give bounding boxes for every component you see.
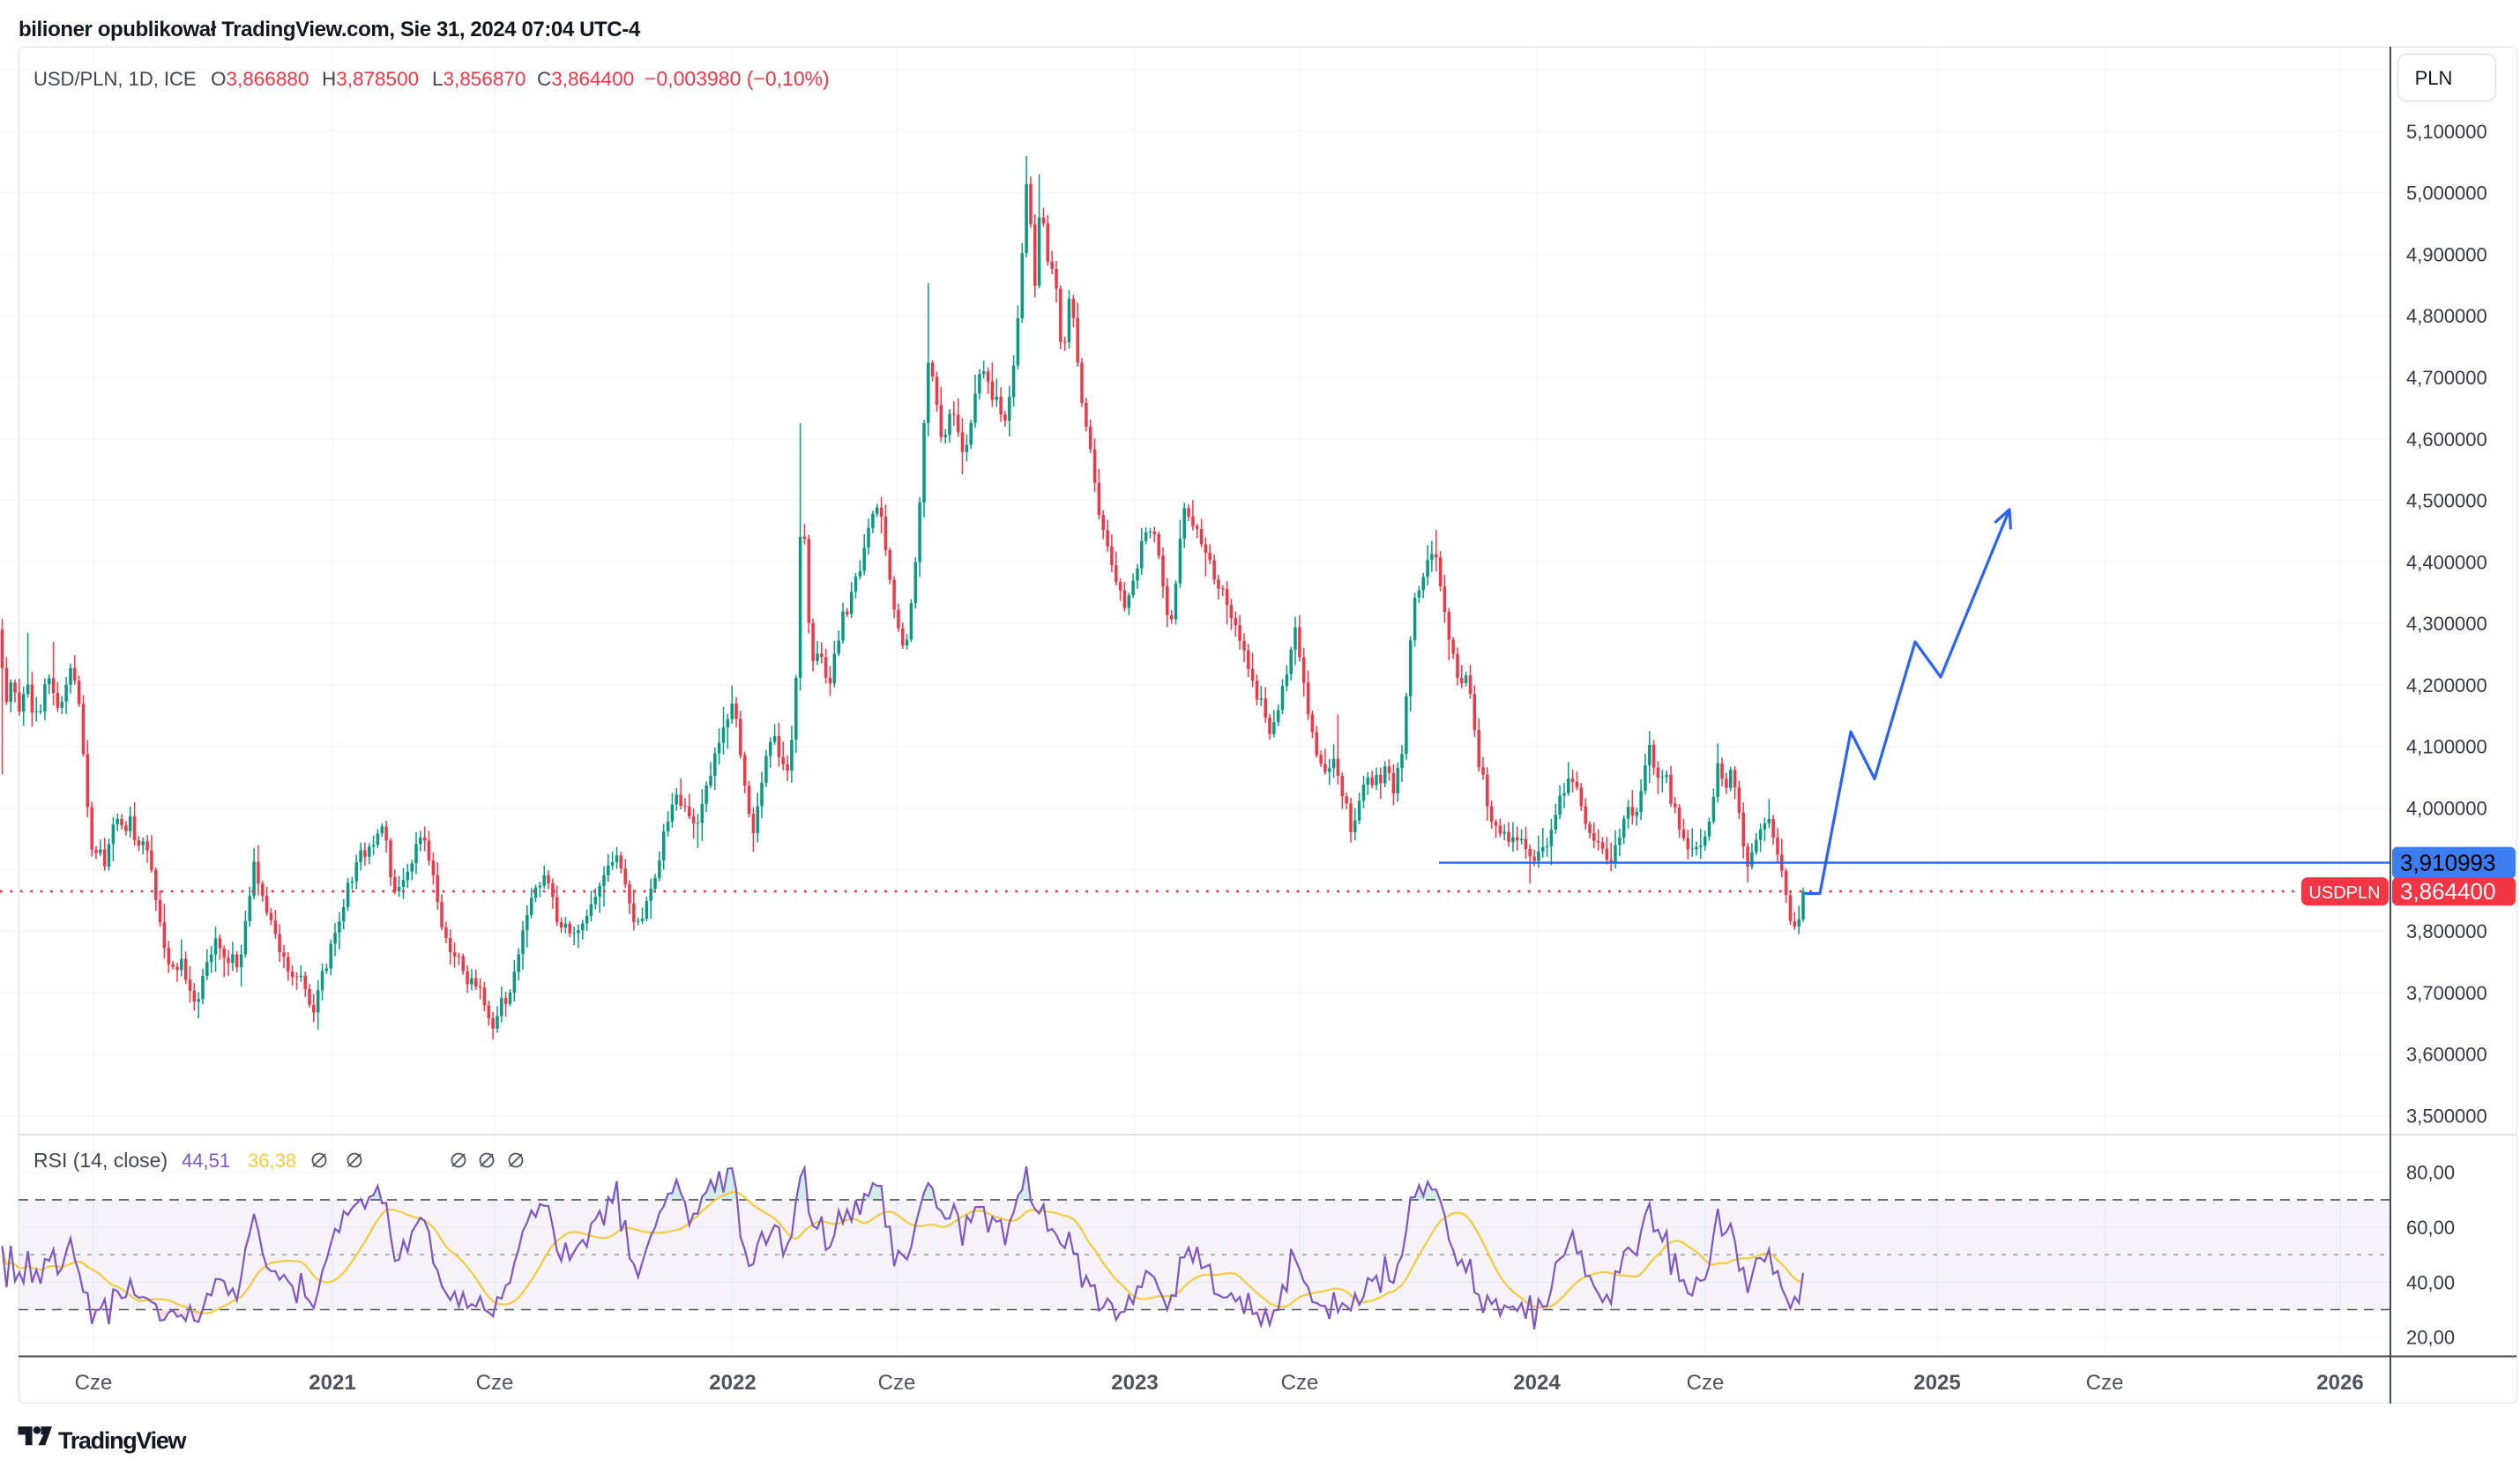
svg-text:4,900000: 4,900000: [2406, 243, 2487, 265]
svg-text:4,800000: 4,800000: [2406, 305, 2487, 327]
svg-text:3,800000: 3,800000: [2406, 920, 2487, 942]
svg-text:4,700000: 4,700000: [2406, 367, 2487, 389]
svg-text:4,500000: 4,500000: [2406, 490, 2487, 512]
svg-text:2026: 2026: [2316, 1371, 2363, 1395]
svg-text:RSI (14, close): RSI (14, close): [34, 1149, 168, 1172]
svg-text:3,700000: 3,700000: [2406, 982, 2487, 1004]
svg-text:2022: 2022: [709, 1371, 756, 1395]
svg-text:5,100000: 5,100000: [2406, 121, 2487, 143]
svg-text:3,600000: 3,600000: [2406, 1044, 2487, 1066]
svg-text:PLN: PLN: [2415, 67, 2453, 89]
svg-text:4,300000: 4,300000: [2406, 613, 2487, 635]
svg-text:3,500000: 3,500000: [2406, 1105, 2487, 1127]
svg-text:60,00: 60,00: [2406, 1217, 2455, 1239]
svg-text:4,000000: 4,000000: [2406, 798, 2487, 820]
svg-text:3,864400: 3,864400: [2400, 878, 2495, 905]
svg-text:80,00: 80,00: [2406, 1162, 2455, 1184]
svg-text:40,00: 40,00: [2406, 1271, 2455, 1293]
svg-text:Cze: Cze: [2086, 1371, 2124, 1395]
svg-text:L3,856870: L3,856870: [432, 68, 526, 90]
svg-text:44,51: 44,51: [182, 1150, 230, 1172]
svg-text:2023: 2023: [1111, 1371, 1158, 1395]
svg-text:−0,003980 (−0,10%): −0,003980 (−0,10%): [645, 67, 830, 90]
svg-text:Cze: Cze: [878, 1371, 916, 1395]
svg-text:bilioner opublikował TradingVi: bilioner opublikował TradingView.com, Si…: [19, 18, 641, 41]
svg-text:TradingView: TradingView: [58, 1427, 188, 1454]
svg-text:Cze: Cze: [1687, 1371, 1725, 1395]
svg-text:H3,878500: H3,878500: [322, 68, 419, 90]
svg-text:3,910993: 3,910993: [2400, 850, 2495, 876]
svg-text:4,100000: 4,100000: [2406, 736, 2487, 758]
svg-text:Cze: Cze: [476, 1371, 514, 1395]
svg-text:Cze: Cze: [75, 1371, 113, 1395]
svg-text:C3,864400: C3,864400: [537, 68, 634, 90]
svg-text:2024: 2024: [1513, 1371, 1561, 1395]
svg-text:USD/PLN, 1D, ICE: USD/PLN, 1D, ICE: [34, 68, 197, 90]
svg-text:4,400000: 4,400000: [2406, 551, 2487, 573]
svg-text:20,00: 20,00: [2406, 1327, 2455, 1349]
svg-text:4,600000: 4,600000: [2406, 428, 2487, 451]
svg-text:36,38: 36,38: [248, 1150, 296, 1172]
svg-text:5,000000: 5,000000: [2406, 182, 2487, 205]
svg-text:4,200000: 4,200000: [2406, 674, 2487, 696]
svg-text:Cze: Cze: [1281, 1371, 1319, 1395]
svg-text:O3,866880: O3,866880: [211, 68, 309, 90]
svg-text:2025: 2025: [1913, 1371, 1960, 1395]
svg-text:USDPLN: USDPLN: [2308, 883, 2380, 903]
svg-text:2021: 2021: [309, 1371, 355, 1395]
